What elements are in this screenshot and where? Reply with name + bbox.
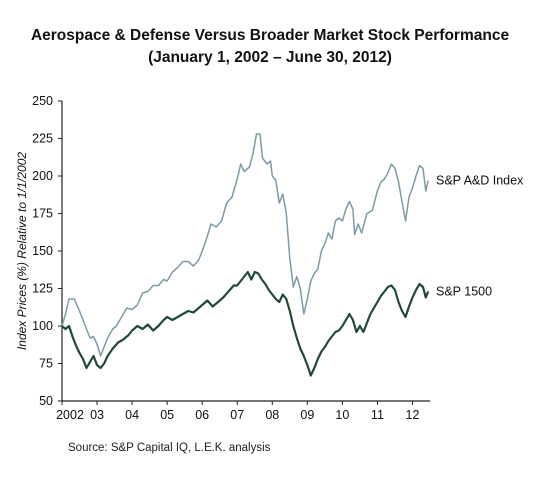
series-label-sp-ad-index: S&P A&D Index bbox=[436, 174, 524, 188]
chart-subtitle: (January 1, 2002 – June 30, 2012) bbox=[148, 49, 392, 66]
x-tick-label: 07 bbox=[230, 408, 244, 422]
x-tick-label: 10 bbox=[335, 408, 349, 422]
x-tick-label: 12 bbox=[406, 408, 420, 422]
y-tick-label: 50 bbox=[39, 394, 53, 408]
x-tick-label: 2002 bbox=[56, 408, 84, 422]
x-tick-label: 03 bbox=[90, 408, 104, 422]
y-tick-label: 75 bbox=[39, 357, 53, 371]
x-tick-label: 08 bbox=[265, 408, 279, 422]
y-tick-label: 175 bbox=[32, 207, 53, 221]
source-note: Source: S&P Capital IQ, L.E.K. analysis bbox=[68, 442, 271, 454]
y-tick-label: 225 bbox=[32, 132, 53, 146]
x-tick-label: 09 bbox=[300, 408, 314, 422]
x-tick-label: 04 bbox=[125, 408, 139, 422]
chart-title: Aerospace & Defense Versus Broader Marke… bbox=[30, 27, 510, 44]
y-tick-label: 150 bbox=[32, 244, 53, 258]
y-tick-label: 100 bbox=[32, 319, 53, 333]
x-tick-label: 11 bbox=[371, 408, 384, 422]
series-line-sp-ad-index bbox=[61, 133, 429, 357]
y-tick-label: 250 bbox=[32, 94, 53, 108]
series-line-sp-1500 bbox=[61, 270, 430, 377]
y-tick-label: 125 bbox=[32, 282, 53, 296]
x-tick-label: 06 bbox=[195, 408, 209, 422]
x-tick-label: 05 bbox=[160, 408, 174, 422]
series-label-sp-1500: S&P 1500 bbox=[436, 285, 492, 299]
y-tick-label: 200 bbox=[32, 169, 53, 183]
y-axis-label: Index Prices (%) Relative to 1/1/2002 bbox=[15, 152, 29, 350]
